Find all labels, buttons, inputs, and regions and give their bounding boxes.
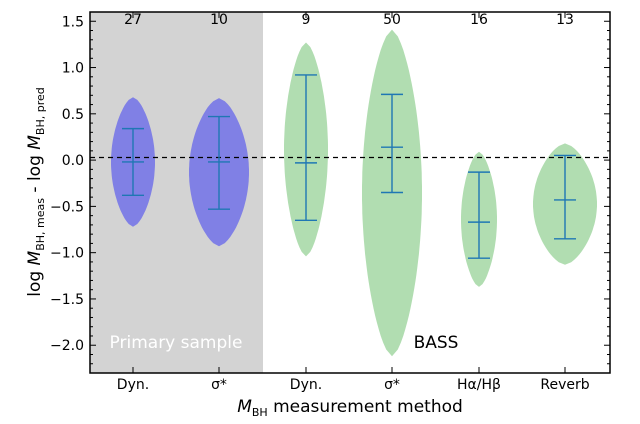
y-tick-label: 0.5 — [62, 107, 84, 123]
y-axis: 1.5 1.0 0.5 0.0 −0.5 −1.0 −1.5 −2.0 — [50, 14, 610, 365]
plot-frame — [89, 11, 611, 374]
count-label: 13 — [556, 12, 574, 28]
y-tick-label: −1.5 — [50, 292, 84, 308]
x-tick-label: σ* — [211, 377, 227, 393]
x-tick-label: Hα/Hβ — [457, 377, 501, 393]
count-label: 16 — [470, 12, 488, 28]
count-label: 50 — [383, 12, 401, 28]
y-tick-label: −1.0 — [50, 246, 84, 262]
x-tick-label: σ* — [384, 377, 400, 393]
count-labels: 27 10 9 50 16 13 — [124, 12, 574, 28]
y-tick-label: −2.0 — [50, 338, 84, 354]
x-tick-label: Reverb — [540, 377, 589, 393]
bass-label: BASS — [414, 333, 459, 353]
whisker-layer — [122, 74, 576, 259]
x-tick-label: Dyn. — [290, 377, 322, 393]
y-tick-label: 1.0 — [62, 61, 84, 77]
y-tick-label: 1.5 — [62, 14, 84, 30]
count-label: 9 — [302, 12, 311, 28]
x-tick-label: Dyn. — [117, 377, 149, 393]
primary-sample-label: Primary sample — [110, 333, 243, 353]
x-axis-label: MBH measurement method — [237, 397, 463, 419]
y-tick-label: 0.0 — [62, 153, 84, 169]
count-label: 10 — [210, 12, 228, 28]
y-tick-label: −0.5 — [50, 199, 84, 215]
count-label: 27 — [124, 12, 142, 28]
violin-layer — [111, 29, 597, 357]
x-axis: Dyn. σ* Dyn. σ* Hα/Hβ Reverb — [117, 12, 590, 393]
y-axis-label: log MBH, meas - log MBH, pred — [25, 87, 47, 297]
